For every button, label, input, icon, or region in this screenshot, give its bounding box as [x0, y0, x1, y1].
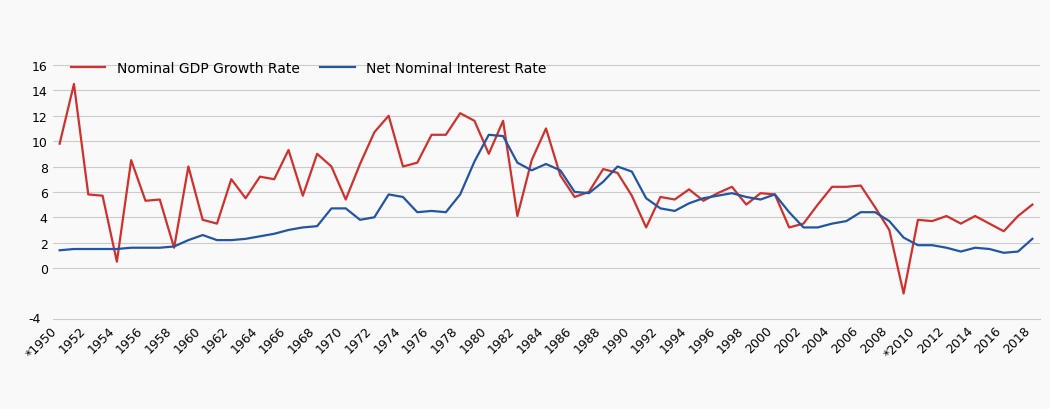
Nominal GDP Growth Rate [54, 142, 66, 147]
Nominal GDP Growth Rate [626, 194, 638, 199]
Net Nominal Interest Rate [54, 248, 66, 253]
Nominal GDP Growth Rate [225, 178, 237, 182]
Net Nominal Interest Rate [1026, 237, 1038, 242]
Net Nominal Interest Rate [812, 225, 824, 230]
Net Nominal Interest Rate [211, 238, 224, 243]
Line: Net Nominal Interest Rate: Net Nominal Interest Rate [60, 135, 1032, 253]
Net Nominal Interest Rate [483, 133, 496, 138]
Nominal GDP Growth Rate [67, 82, 80, 87]
Nominal GDP Growth Rate [140, 199, 152, 204]
Net Nominal Interest Rate [125, 246, 138, 251]
Text: -4: -4 [28, 312, 41, 326]
Nominal GDP Growth Rate [1026, 202, 1038, 207]
Net Nominal Interest Rate [626, 170, 638, 175]
Net Nominal Interest Rate [1012, 249, 1025, 254]
Legend: Nominal GDP Growth Rate, Net Nominal Interest Rate: Nominal GDP Growth Rate, Net Nominal Int… [65, 56, 552, 81]
Nominal GDP Growth Rate [812, 202, 824, 207]
Net Nominal Interest Rate [998, 251, 1010, 256]
Line: Nominal GDP Growth Rate: Nominal GDP Growth Rate [60, 85, 1032, 294]
Nominal GDP Growth Rate [1012, 214, 1025, 219]
Nominal GDP Growth Rate [898, 291, 910, 296]
Net Nominal Interest Rate [239, 237, 252, 242]
Nominal GDP Growth Rate [254, 175, 267, 180]
